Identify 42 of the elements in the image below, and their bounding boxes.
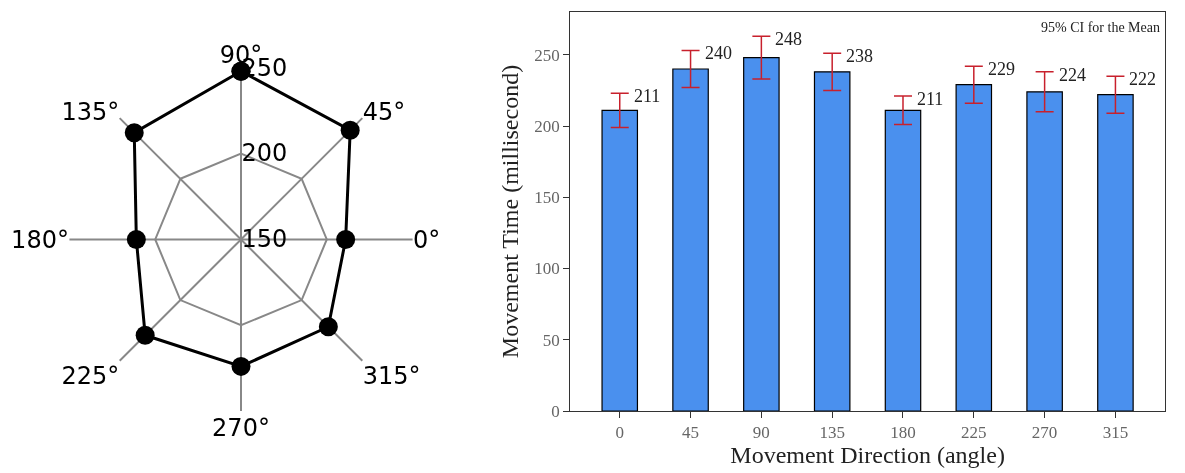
spoke-label: 0° <box>413 225 441 254</box>
spoke-label: 45° <box>362 98 406 127</box>
data-label: 224 <box>1059 65 1086 85</box>
y-tick-label: 150 <box>534 188 560 208</box>
y-tick-label: 0 <box>551 401 560 421</box>
bar <box>743 57 780 411</box>
y-tick-label: 250 <box>534 45 560 65</box>
x-tick-label: 225 <box>961 423 987 443</box>
data-label: 211 <box>917 89 944 109</box>
spoke-label: 270° <box>212 413 270 442</box>
bar <box>601 109 639 411</box>
data-label: 222 <box>1129 69 1156 89</box>
x-tick-label: 45 <box>682 423 700 443</box>
spoke-label: 135° <box>61 98 120 127</box>
y-tick-label: 200 <box>241 139 288 168</box>
data-label: 240 <box>705 43 732 63</box>
bar <box>1026 91 1063 411</box>
data-label: 229 <box>988 59 1015 79</box>
spoke-label: 315° <box>362 362 421 391</box>
data-label: 211 <box>634 86 661 106</box>
y-tick-label: 50 <box>542 330 560 350</box>
bar <box>1097 94 1134 411</box>
data-label: 238 <box>846 46 873 66</box>
y-axis-title: Movement Time (millisecond) <box>497 64 524 359</box>
x-tick-label: 0 <box>615 423 624 443</box>
y-tick-label: 100 <box>534 259 560 279</box>
spoke-label: 225° <box>61 362 120 391</box>
y-tick-label: 150 <box>241 225 288 254</box>
x-tick-label: 270 <box>1031 423 1058 443</box>
annotation: 95% CI for the Mean <box>1041 20 1160 35</box>
x-axis-title: Movement Direction (angle) <box>730 442 1005 469</box>
x-tick-label: 315 <box>1102 423 1129 443</box>
spoke-label: 180° <box>11 225 69 254</box>
bar <box>884 109 922 411</box>
bar <box>955 84 993 411</box>
x-tick-label: 90 <box>752 423 770 443</box>
x-tick-label: 135 <box>819 423 845 443</box>
y-tick-label: 200 <box>534 116 560 136</box>
data-label: 248 <box>775 29 802 49</box>
x-tick-label: 180 <box>890 423 916 443</box>
bar <box>672 68 709 411</box>
bar <box>813 71 851 411</box>
